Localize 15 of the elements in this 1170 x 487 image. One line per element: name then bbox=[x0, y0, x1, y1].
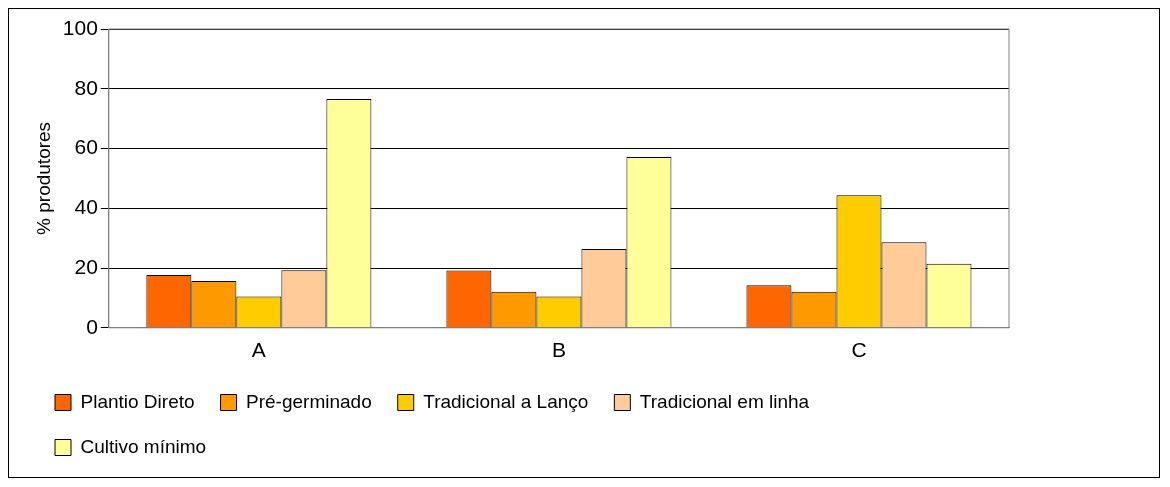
legend-label: Pré-germinado bbox=[246, 390, 372, 412]
y-tick-label: 20 bbox=[74, 254, 98, 278]
x-tick-label: C bbox=[851, 338, 867, 362]
legend-label: Cultivo mínimo bbox=[80, 435, 207, 457]
y-tick-label: 40 bbox=[74, 195, 98, 219]
y-axis-title: % produtores bbox=[32, 121, 54, 235]
x-tick-label: B bbox=[551, 338, 566, 362]
legend-label: Tradicional a Lanço bbox=[423, 390, 589, 412]
y-tick-label: 100 bbox=[62, 15, 98, 39]
y-tick-label: 60 bbox=[74, 135, 98, 159]
y-tick-label: 80 bbox=[74, 75, 98, 99]
x-tick-label: A bbox=[251, 338, 266, 362]
y-tick-label: 0 bbox=[86, 314, 98, 338]
legend-label: Plantio Direto bbox=[80, 390, 195, 412]
legend-label: Tradicional em linha bbox=[639, 390, 810, 412]
